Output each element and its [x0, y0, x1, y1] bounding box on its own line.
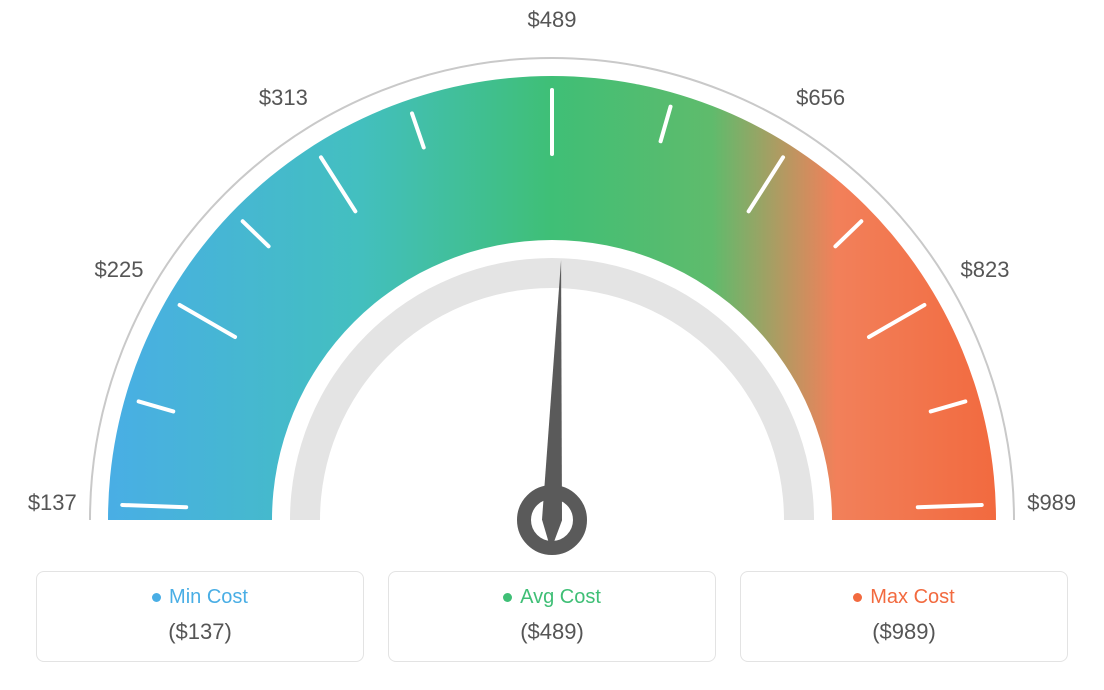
- gauge-tick-label: $989: [1027, 490, 1076, 516]
- gauge-tick-label: $137: [28, 490, 77, 516]
- legend-value-avg: ($489): [399, 619, 705, 645]
- legend-card-avg: Avg Cost ($489): [388, 571, 716, 662]
- legend-label-avg: Avg Cost: [520, 586, 601, 609]
- gauge-tick-label: $225: [95, 257, 144, 283]
- gauge-chart: $137 $225 $313 $489 $656 $823 $989: [0, 0, 1104, 560]
- legend-card-min: Min Cost ($137): [36, 571, 364, 662]
- cost-gauge-widget: $137 $225 $313 $489 $656 $823 $989 Min Cost ($…: [0, 0, 1104, 690]
- legend-dot-avg: [503, 593, 512, 602]
- gauge-tick-label: $489: [528, 7, 577, 33]
- legend-card-max: Max Cost ($989): [740, 571, 1068, 662]
- gauge-tick-label: $313: [259, 85, 308, 111]
- gauge-tick-label: $656: [796, 85, 845, 111]
- legend-label-max: Max Cost: [870, 586, 954, 609]
- legend-dot-min: [152, 593, 161, 602]
- legend-dot-max: [853, 593, 862, 602]
- legend-row: Min Cost ($137) Avg Cost ($489) Max Cost…: [36, 571, 1068, 662]
- legend-label-min: Min Cost: [169, 586, 248, 609]
- legend-value-max: ($989): [751, 619, 1057, 645]
- legend-value-min: ($137): [47, 619, 353, 645]
- gauge-tick-label: $823: [961, 257, 1010, 283]
